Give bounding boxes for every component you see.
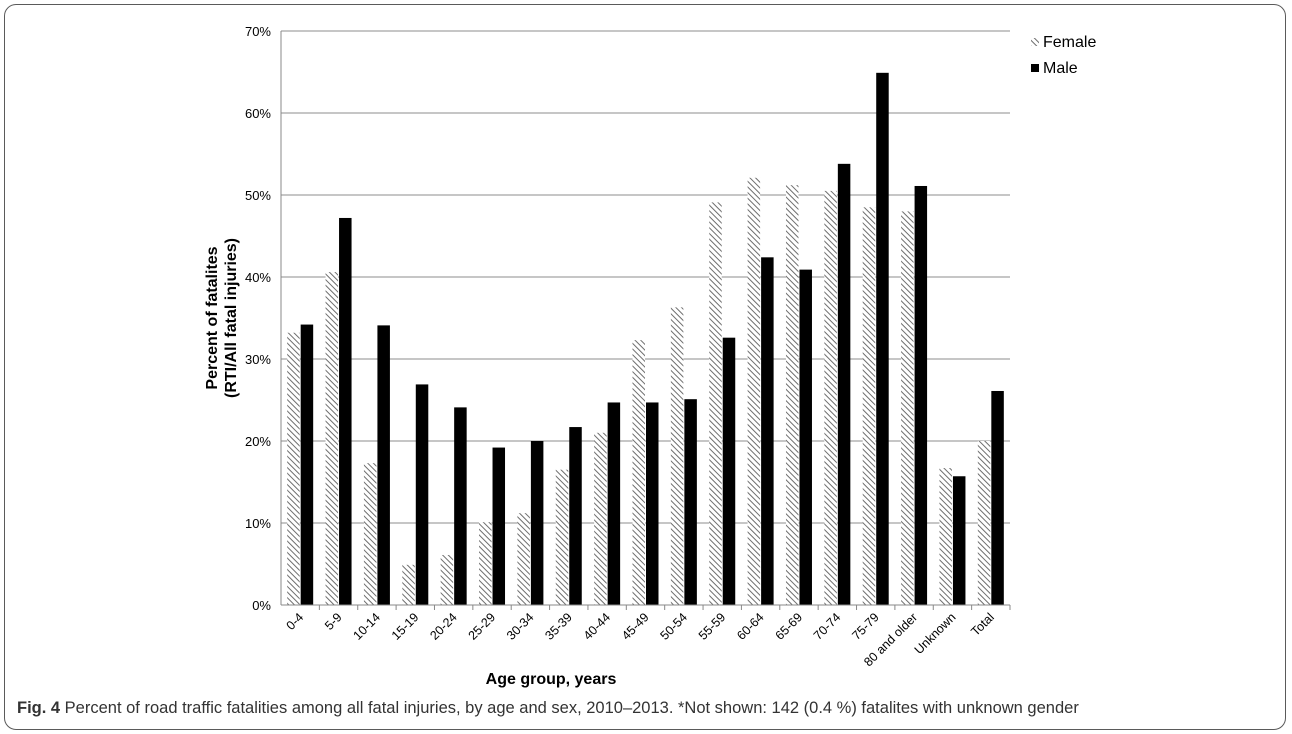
x-tick-label: 10-14: [351, 610, 384, 643]
y-tick-label: 70%: [245, 24, 271, 39]
bar-male-25-29: [492, 447, 506, 605]
caption-text: Percent of road traffic fatalities among…: [60, 699, 1079, 717]
bar-female-35-39: [555, 469, 569, 605]
bar-male-75-79: [876, 72, 889, 605]
x-tick-label: 30-34: [504, 610, 537, 643]
bar-male-55-59: [722, 337, 736, 605]
y-tick-label: 60%: [245, 106, 271, 121]
bar-female-40-44: [594, 432, 607, 605]
x-tick-label: 50-54: [658, 610, 691, 643]
y-tick-label: 30%: [245, 352, 271, 367]
x-tick-label: Unknown: [912, 610, 959, 657]
y-axis-label-line1: Percent of fatalites: [204, 246, 221, 389]
x-axis-ticks: 0-4 5-9 10-14 15-19 20-24 25-29 30-34 35-39 40-4…: [284, 605, 1011, 669]
bar-female-total: [977, 441, 991, 605]
bar-male-0-4: [300, 324, 314, 605]
y-tick-label: 40%: [245, 270, 271, 285]
x-tick-label: Total: [968, 610, 997, 639]
bar-female-5-9: [325, 272, 339, 605]
x-tick-label: 25-29: [466, 610, 499, 643]
bar-female-10-14: [363, 463, 377, 605]
x-tick-label: 45-49: [619, 610, 652, 643]
bar-female-65-69: [785, 185, 799, 605]
bar-male-65-69: [799, 269, 812, 605]
bar-male-5-9: [339, 217, 352, 605]
x-tick-label: 65-69: [773, 610, 806, 643]
bars: [287, 72, 1004, 606]
y-axis-label-line2: (RTI/All fatal injuries): [223, 238, 240, 398]
y-tick-label: 20%: [245, 434, 271, 449]
x-tick-label: 0-4: [284, 610, 307, 633]
x-tick-label: 5-9: [322, 610, 345, 633]
bar-female-0-4: [287, 332, 300, 605]
bar-male-80-and-older: [914, 185, 928, 606]
x-tick-label: 60-64: [734, 610, 767, 643]
bar-female-60-64: [747, 177, 761, 605]
y-tick-label: 10%: [245, 516, 271, 531]
legend: Female Male: [1031, 34, 1096, 77]
bar-male-20-24: [454, 407, 467, 605]
x-tick-label: 40-44: [581, 610, 614, 643]
x-tick-label: 20-24: [427, 610, 460, 643]
bar-female-55-59: [709, 202, 722, 605]
bar-male-60-64: [761, 257, 774, 605]
x-tick-label: 55-59: [696, 610, 729, 643]
legend-label-female: Female: [1043, 34, 1096, 51]
bar-male-70-74: [837, 163, 851, 605]
bar-female-25-29: [479, 522, 492, 605]
y-tick-label: 0%: [252, 598, 271, 613]
bar-female-20-24: [440, 554, 454, 605]
bar-female-50-54: [670, 307, 684, 605]
x-tick-label: 15-19: [389, 610, 422, 643]
x-tick-label: 35-39: [542, 610, 575, 643]
bar-male-10-14: [377, 325, 390, 605]
legend-label-male: Male: [1043, 60, 1078, 77]
figure-label: Fig. 4: [17, 699, 61, 717]
bar-male-45-49: [646, 402, 659, 605]
bar-male-35-39: [569, 427, 582, 605]
bar-female-70-74: [824, 190, 837, 605]
bar-female-45-49: [632, 340, 645, 605]
bar-male-40-44: [607, 402, 621, 605]
axes: [280, 31, 1010, 606]
legend-swatch-male: [1031, 64, 1039, 72]
bar-female-30-34: [517, 513, 530, 605]
bar-female-80-and-older: [901, 211, 914, 605]
x-tick-label: 75-79: [849, 610, 882, 643]
bar-female-unknown: [939, 468, 952, 605]
bar-female-15-19: [402, 564, 415, 605]
x-tick-label: 70-74: [811, 610, 844, 643]
x-axis-label: Age group, years: [486, 671, 617, 688]
y-tick-label: 50%: [245, 188, 271, 203]
bar-male-unknown: [952, 476, 966, 605]
bar-female-75-79: [862, 207, 876, 606]
legend-swatch-female: [1031, 38, 1039, 46]
figure-caption: Fig. 4 Percent of road traffic fatalitie…: [17, 699, 1079, 718]
bar-male-30-34: [530, 441, 544, 605]
bar-male-15-19: [415, 384, 429, 605]
bar-male-total: [991, 390, 1004, 605]
bar-male-50-54: [684, 399, 697, 605]
y-axis-ticks: 0% 10% 20% 30% 40% 50% 60% 70%: [245, 24, 271, 613]
gridlines: [281, 30, 1010, 524]
